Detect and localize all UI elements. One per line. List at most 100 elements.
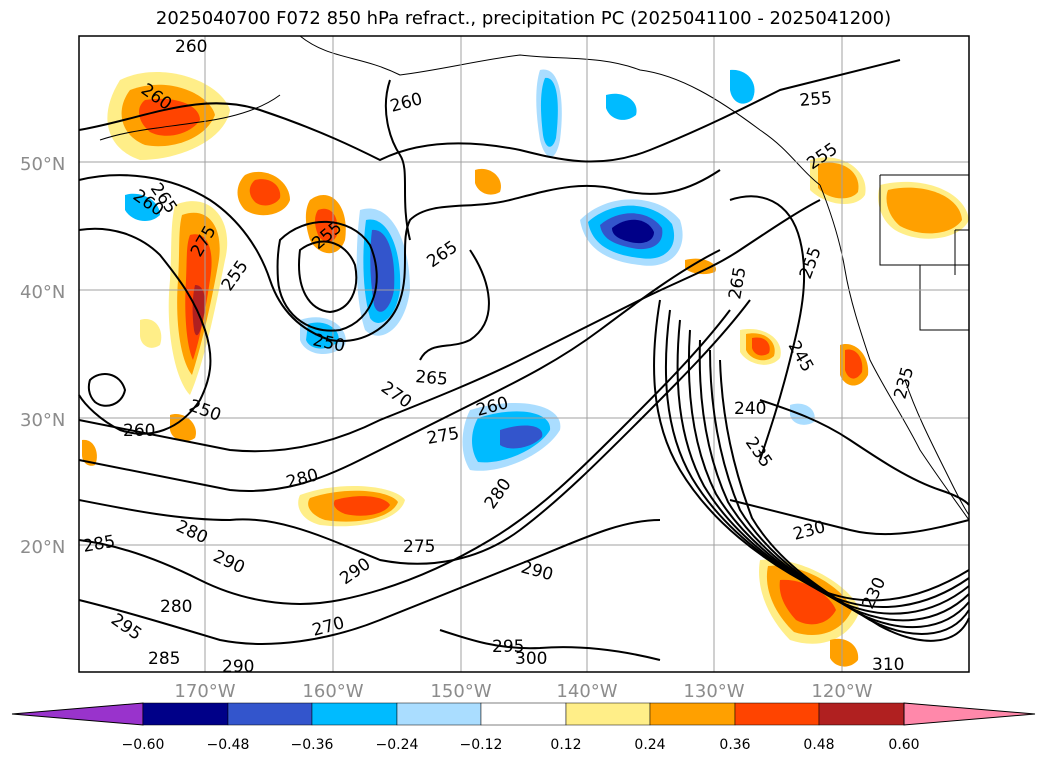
precip-blob bbox=[125, 193, 160, 222]
contour-line bbox=[759, 399, 970, 506]
colorbar-tick: −0.60 bbox=[122, 737, 165, 753]
contour-line bbox=[664, 309, 970, 608]
contour-line bbox=[276, 220, 378, 332]
precip-blob bbox=[845, 349, 863, 379]
contour-line bbox=[729, 195, 806, 461]
precip-blob bbox=[333, 496, 390, 516]
contour-line bbox=[78, 249, 721, 492]
colorbar-segment bbox=[227, 702, 313, 726]
colorbar-segment bbox=[649, 702, 736, 726]
contour-label: 290 bbox=[222, 657, 254, 677]
contour-line bbox=[78, 59, 901, 163]
contour-line bbox=[78, 169, 721, 342]
precip-blob bbox=[685, 258, 716, 275]
contour-line bbox=[719, 359, 970, 642]
colorbar-segment bbox=[480, 702, 567, 726]
colorbar-tick: −0.12 bbox=[460, 737, 503, 753]
map-panel: 260 260 260 255 255 265 260 265 275 255 … bbox=[78, 35, 970, 677]
na-west-coast bbox=[819, 184, 970, 521]
lat-label-20n: 20°N bbox=[20, 537, 65, 558]
lon-label-170w: 170°W bbox=[174, 681, 235, 702]
contour-label: 240 bbox=[734, 399, 766, 419]
lon-label-160w: 160°W bbox=[302, 681, 363, 702]
precip-shading bbox=[82, 69, 969, 667]
contour-line bbox=[676, 319, 970, 615]
contour-label: 295 bbox=[492, 637, 524, 657]
colorbar-segment bbox=[565, 702, 651, 726]
contour-line bbox=[87, 373, 127, 407]
contour-line bbox=[298, 240, 358, 314]
colorbar-extend-left bbox=[11, 702, 144, 726]
colorbar-segment bbox=[734, 702, 820, 726]
precip-blob bbox=[730, 69, 755, 104]
colorbar-tick: 0.36 bbox=[719, 737, 750, 753]
contour-line bbox=[729, 499, 970, 536]
refractivity-contours bbox=[78, 59, 970, 661]
lon-label-150w: 150°W bbox=[430, 681, 491, 702]
colorbar-segment bbox=[396, 702, 482, 726]
baja-coast bbox=[904, 379, 970, 516]
precip-blob bbox=[818, 162, 859, 199]
precip-blob bbox=[752, 337, 770, 356]
lat-label-40n: 40°N bbox=[20, 282, 65, 303]
contour-label: 280 bbox=[160, 597, 192, 617]
longitude-labels: 170°W 160°W 150°W 140°W 130°W 120°W bbox=[174, 681, 872, 702]
lat-label-50n: 50°N bbox=[20, 154, 65, 175]
contour-line bbox=[709, 349, 970, 635]
contour-label: 285 bbox=[148, 649, 180, 669]
precip-blob bbox=[315, 208, 338, 242]
precip-blob bbox=[82, 439, 97, 466]
contour-label: 260 bbox=[175, 37, 207, 57]
precip-blob bbox=[170, 414, 196, 442]
map-frame bbox=[78, 35, 970, 673]
precip-blob bbox=[779, 579, 836, 625]
precip-blob bbox=[138, 98, 200, 136]
graticule bbox=[79, 36, 969, 672]
state-lines bbox=[879, 175, 969, 331]
contour-label: 300 bbox=[515, 649, 547, 669]
colorbar-tick: −0.48 bbox=[207, 737, 250, 753]
colorbar: −0.60 −0.48 −0.36 −0.24 −0.12 0.12 0.24 … bbox=[11, 702, 1036, 753]
contour-line bbox=[419, 249, 490, 361]
lon-label-140w: 140°W bbox=[556, 681, 617, 702]
contour-label: 275 bbox=[403, 537, 435, 557]
colorbar-extend-right bbox=[903, 702, 1036, 726]
lon-label-120w: 120°W bbox=[811, 681, 872, 702]
colorbar-segment bbox=[311, 702, 398, 726]
precip-blob bbox=[612, 219, 654, 244]
precip-blob bbox=[500, 425, 543, 449]
precip-blob bbox=[606, 93, 637, 120]
contour-line bbox=[78, 309, 731, 605]
colorbar-tick: 0.24 bbox=[634, 737, 665, 753]
latitude-labels: 50°N 40°N 30°N 20°N bbox=[20, 154, 65, 558]
contour-line bbox=[78, 199, 821, 453]
colorbar-tick: 0.60 bbox=[888, 737, 919, 753]
contour-line bbox=[78, 519, 661, 645]
colorbar-tick: −0.36 bbox=[291, 737, 334, 753]
contour-label: 260 bbox=[123, 421, 155, 441]
colorbar-tick: 0.12 bbox=[550, 737, 581, 753]
precip-blob bbox=[249, 179, 281, 206]
contour-line bbox=[698, 339, 970, 629]
contour-line bbox=[439, 629, 661, 661]
contour-line bbox=[653, 299, 970, 602]
contour-label: 265 bbox=[415, 367, 449, 390]
colorbar-tick: 0.48 bbox=[803, 737, 834, 753]
lon-label-130w: 130°W bbox=[683, 681, 744, 702]
precip-blob bbox=[140, 319, 162, 348]
precip-blob bbox=[830, 638, 859, 667]
contour-line bbox=[78, 227, 212, 435]
contour-line bbox=[384, 79, 411, 241]
contour-label: 310 bbox=[872, 655, 904, 675]
contour-line bbox=[687, 329, 970, 622]
precip-blob bbox=[540, 77, 558, 147]
map-background bbox=[79, 36, 969, 672]
precip-blob bbox=[475, 168, 501, 195]
coastlines bbox=[99, 35, 970, 521]
alaska-coast bbox=[299, 35, 821, 186]
contour-label: 255 bbox=[799, 88, 833, 111]
colorbar-tick: −0.24 bbox=[376, 737, 419, 753]
colorbar-segment bbox=[818, 702, 905, 726]
chart-title: 2025040700 F072 850 hPa refract., precip… bbox=[155, 8, 892, 29]
